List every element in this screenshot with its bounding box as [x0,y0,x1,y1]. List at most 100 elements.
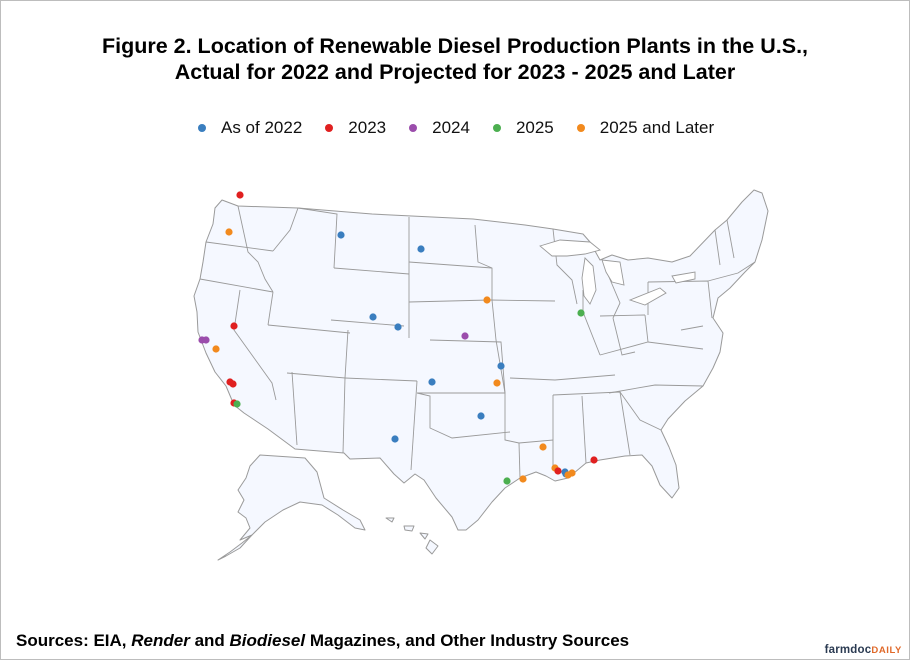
lake-huron [601,259,625,286]
legend-item-2025: 2025 [492,118,554,138]
plant-markers [198,191,598,485]
legend-label: As of 2022 [221,118,303,137]
border [344,377,418,382]
border [605,269,621,319]
plant-marker [554,467,562,475]
figure-title: Figure 2. Location of Renewable Diesel P… [0,33,910,85]
border [714,229,721,266]
border [644,314,649,343]
border [509,374,616,381]
border [680,325,704,331]
legend: As of 2022 2023 2024 2025 2025 and Later [198,117,714,139]
plant-marker [493,379,501,387]
border [612,317,636,356]
state-borders [199,205,756,479]
plant-marker [477,412,485,420]
border [233,289,277,401]
plant-marker [519,475,527,483]
source-suffix: Magazines, and Other Industry Sources [305,631,630,650]
hawaii-island-4 [425,539,439,555]
border [267,291,274,326]
plant-marker [577,309,585,317]
hawaii-island-1 [385,517,395,523]
border [707,261,756,282]
border [297,207,338,269]
plant-marker [483,296,491,304]
brand-logo: farmdocDAILY [825,644,902,656]
plant-marker [394,323,402,331]
plant-marker [539,443,547,451]
plant-marker [225,228,233,236]
brand-name: farmdoc [824,644,872,656]
source-italic-render: Render [131,631,190,650]
border [199,278,274,293]
plant-marker [236,191,244,199]
legend-label: 2025 and Later [599,118,715,137]
border [416,392,511,439]
border [608,384,704,394]
legend-item-2024: 2024 [409,118,470,138]
border [599,314,646,317]
alaska [237,454,366,541]
lake-superior [539,239,601,257]
plant-marker [564,471,572,479]
border [272,207,299,252]
border [410,380,418,471]
legend-marker [409,124,418,132]
plant-marker [391,435,399,443]
plant-marker [497,362,505,370]
lake-erie [628,287,667,306]
legend-item-2025-later: 2025 and Later [576,118,715,138]
legend-marker [325,124,334,132]
brand-suffix: DAILY [871,645,902,656]
plant-marker [202,336,210,344]
border [489,299,556,302]
plant-marker [230,322,238,330]
border [581,395,587,464]
hawaii-island-3 [419,532,429,540]
border [291,371,298,446]
border [474,224,493,300]
great-lakes [539,239,696,306]
plant-marker [369,313,377,321]
plant-marker [417,245,425,253]
plant-marker [461,332,469,340]
legend-item-2023: 2023 [325,118,386,138]
border [408,299,491,303]
border [333,267,410,275]
legend-label: 2023 [348,118,387,137]
title-line-1: Figure 2. Location of Renewable Diesel P… [101,34,809,58]
border [518,442,521,479]
contiguous-us-outline [193,189,769,531]
lake-ontario [671,271,696,284]
legend-label: 2024 [432,118,470,137]
border [408,261,493,269]
border [491,299,506,394]
border [342,377,346,454]
source-italic-biodiesel: Biodiesel [229,631,306,650]
legend-label: 2025 [515,118,554,137]
border [726,219,735,259]
border [619,391,662,431]
plant-marker [503,477,511,485]
lake-michigan [581,257,597,305]
source-prefix: Sources: EIA, [16,631,132,650]
border [237,205,274,293]
plant-marker [212,345,220,353]
plant-marker [337,231,345,239]
plant-marker [590,456,598,464]
plant-marker [233,400,241,408]
border [205,241,274,252]
hawaii-island-2 [403,525,415,532]
source-note: Sources: EIA, Render and Biodiesel Magaz… [16,631,629,651]
plant-marker [229,380,237,388]
legend-marker [198,124,206,132]
land-layer [193,189,769,561]
border [267,324,351,334]
plant-marker [428,378,436,386]
alaska-peninsula [217,534,253,561]
legend-item-2022: As of 2022 [198,118,302,138]
source-middle: and [189,631,230,650]
border [504,393,520,444]
